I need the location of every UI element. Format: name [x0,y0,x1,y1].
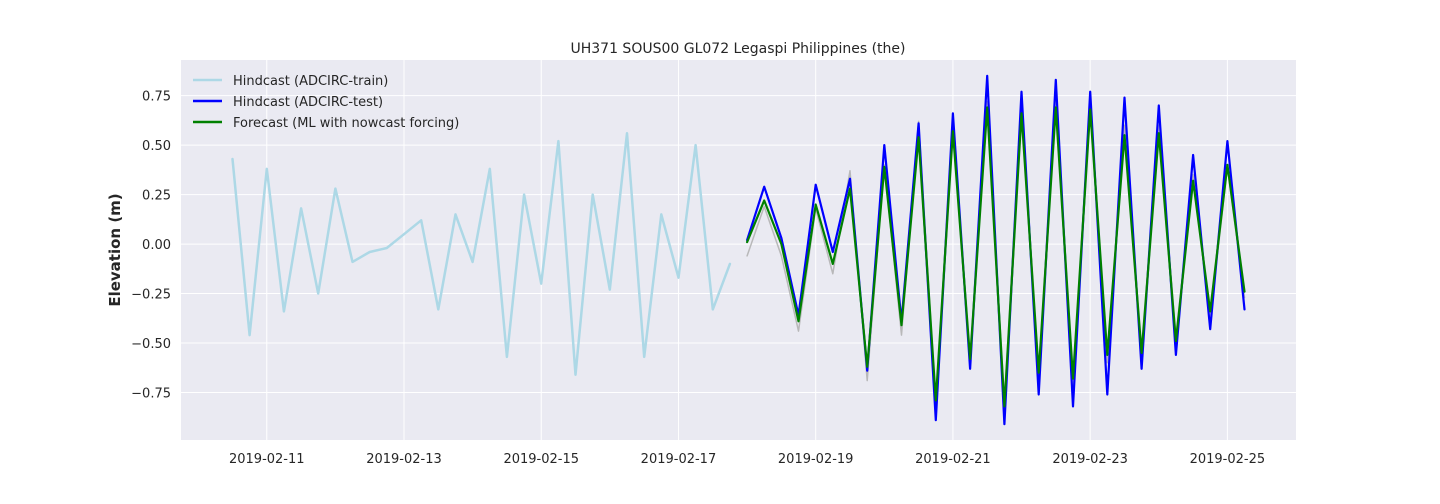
x-tick-label: 2019-02-23 [1052,452,1128,467]
legend-label: Hindcast (ADCIRC-train) [233,74,388,89]
x-tick-label: 2019-02-21 [915,452,991,467]
y-tick-label: −0.25 [131,288,171,303]
y-axis-ticks: −0.75 −0.50 −0.25 0.00 0.25 0.50 0.75 [131,90,171,402]
x-tick-label: 2019-02-13 [366,452,442,467]
x-tick-label: 2019-02-15 [503,452,579,467]
series-line-train [231,131,732,376]
chart-title: UH371 SOUS00 GL072 Legaspi Philippines (… [570,41,905,57]
y-tick-label: 0.75 [142,90,171,105]
y-tick-label: −0.50 [131,337,171,352]
y-axis-title: Elevation (m) [106,193,124,306]
series-line-forecast [745,106,1246,408]
y-tick-label: 0.00 [142,238,171,253]
x-tick-label: 2019-02-17 [641,452,717,467]
x-tick-label: 2019-02-19 [778,452,854,467]
x-tick-label: 2019-02-25 [1190,452,1266,467]
plot-background [181,60,1296,440]
legend-label: Forecast (ML with nowcast forcing) [233,116,459,131]
y-tick-label: 0.50 [142,139,171,154]
x-tick-label: 2019-02-11 [229,452,305,467]
y-tick-label: −0.75 [131,387,171,402]
y-tick-label: 0.25 [142,189,171,204]
series-layer [231,74,1246,426]
legend-label: Hindcast (ADCIRC-test) [233,95,383,110]
x-axis-ticks: 2019-02-11 2019-02-13 2019-02-15 2019-02-17… [229,452,1265,467]
legend: Hindcast (ADCIRC-train) Hindcast (ADCIRC-… [193,74,459,131]
